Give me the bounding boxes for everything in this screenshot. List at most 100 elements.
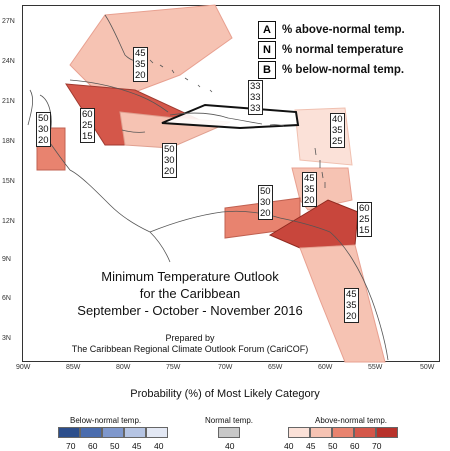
box-windward-normal: 35 <box>304 184 315 195</box>
below-swatch <box>80 427 102 438</box>
prepared-by: Prepared by The Caribbean Regional Clima… <box>40 333 340 355</box>
above-swatch <box>310 427 332 438</box>
box-cuba-above: 60 <box>82 109 93 120</box>
box-windward: 45 35 20 <box>302 172 317 207</box>
lon-label: 70W <box>218 364 233 371</box>
box-jamaica: 50 30 20 <box>162 143 177 178</box>
box-abc: 50 30 20 <box>258 185 273 220</box>
box-cuba-below: 15 <box>82 131 93 142</box>
category-key: A % above-normal temp. N % normal temper… <box>258 20 405 80</box>
box-windward-above: 45 <box>304 173 315 184</box>
above-tick: 40 <box>284 441 294 451</box>
box-central-below: 20 <box>38 135 49 146</box>
region-guianas <box>299 244 386 363</box>
lat-label: 27N <box>2 18 15 25</box>
key-row-above: A % above-normal temp. <box>258 20 405 40</box>
box-leeward: 40 35 25 <box>330 113 345 148</box>
region-bahamas <box>69 4 233 93</box>
box-jamaica-above: 50 <box>164 144 175 155</box>
title-line-1: Minimum Temperature Outlook <box>101 269 279 284</box>
lat-label: 9N <box>2 256 11 263</box>
lon-label: 75W <box>166 364 181 371</box>
box-trinidad: 60 25 15 <box>357 202 372 237</box>
lon-label: 65W <box>268 364 283 371</box>
above-swatch <box>288 427 310 438</box>
box-bahamas-above: 45 <box>135 48 146 59</box>
normal-label: Normal temp. <box>205 416 254 425</box>
below-swatch <box>146 427 168 438</box>
title-line-3: September - October - November 2016 <box>77 303 303 318</box>
box-bahamas-normal: 35 <box>135 59 146 70</box>
title-line-2: for the Caribbean <box>139 286 241 301</box>
below-swatch <box>58 427 80 438</box>
lat-label: 21N <box>2 98 15 105</box>
box-guianas: 45 35 20 <box>344 288 359 323</box>
box-hispaniola: 33 33 33 <box>248 80 263 115</box>
box-cuba: 60 25 15 <box>80 108 95 143</box>
above-tick: 45 <box>306 441 316 451</box>
key-text-normal: % normal temperature <box>282 44 404 56</box>
lon-label: 80W <box>116 364 131 371</box>
probability-legend-title: Probability (%) of Most Likely Category <box>130 388 320 400</box>
above-tick: 70 <box>372 441 382 451</box>
box-abc-below: 20 <box>260 208 271 219</box>
box-hispaniola-below: 33 <box>250 103 261 114</box>
key-row-normal: N % normal temperature <box>258 40 405 60</box>
region-hispaniola <box>161 103 300 130</box>
normal-swatch <box>218 427 240 438</box>
lon-label: 60W <box>318 364 333 371</box>
above-normal-label: Above-normal temp. <box>315 416 388 425</box>
lat-label: 15N <box>2 178 15 185</box>
lon-label: 50W <box>420 364 435 371</box>
box-jamaica-normal: 30 <box>164 155 175 166</box>
box-trinidad-normal: 25 <box>359 214 370 225</box>
key-letter-below: B <box>258 61 276 79</box>
lon-label: 85W <box>66 364 81 371</box>
box-leeward-above: 40 <box>332 114 343 125</box>
box-guianas-above: 45 <box>346 289 357 300</box>
box-abc-normal: 30 <box>260 197 271 208</box>
lat-label: 18N <box>2 138 15 145</box>
box-jamaica-below: 20 <box>164 166 175 177</box>
below-tick: 45 <box>132 441 142 451</box>
above-swatch <box>332 427 354 438</box>
lon-label: 90W <box>16 364 31 371</box>
above-swatch <box>354 427 376 438</box>
below-tick: 40 <box>154 441 164 451</box>
key-text-below: % below-normal temp. <box>282 64 405 76</box>
box-guianas-normal: 35 <box>346 300 357 311</box>
prepared-line-2: The Caribbean Regional Climate Outlook F… <box>71 344 309 354</box>
region-trinidad <box>268 199 359 249</box>
above-swatch <box>376 427 398 438</box>
key-row-below: B % below-normal temp. <box>258 60 405 80</box>
below-normal-label: Below-normal temp. <box>70 416 142 425</box>
lon-label: 55W <box>368 364 383 371</box>
box-leeward-below: 25 <box>332 136 343 147</box>
box-bahamas: 45 35 20 <box>133 47 148 82</box>
prepared-line-1: Prepared by <box>165 333 215 343</box>
above-tick: 60 <box>350 441 360 451</box>
lat-label: 24N <box>2 58 15 65</box>
lat-label: 12N <box>2 218 15 225</box>
box-cuba-normal: 25 <box>82 120 93 131</box>
below-tick: 60 <box>88 441 98 451</box>
below-swatch <box>124 427 146 438</box>
lat-label: 6N <box>2 295 11 302</box>
below-swatch <box>102 427 124 438</box>
box-windward-below: 20 <box>304 195 315 206</box>
below-tick: 50 <box>110 441 120 451</box>
box-trinidad-below: 15 <box>359 225 370 236</box>
map-title: Minimum Temperature Outlook for the Cari… <box>40 268 340 319</box>
box-central-normal: 30 <box>38 124 49 135</box>
normal-tick: 40 <box>225 441 235 451</box>
key-text-above: % above-normal temp. <box>282 24 405 36</box>
above-tick: 50 <box>328 441 338 451</box>
box-leeward-normal: 35 <box>332 125 343 136</box>
box-hispaniola-normal: 33 <box>250 92 261 103</box>
key-letter-above: A <box>258 21 276 39</box>
box-trinidad-above: 60 <box>359 203 370 214</box>
below-tick: 70 <box>66 441 76 451</box>
lat-label: 3N <box>2 335 11 342</box>
box-guianas-below: 20 <box>346 311 357 322</box>
